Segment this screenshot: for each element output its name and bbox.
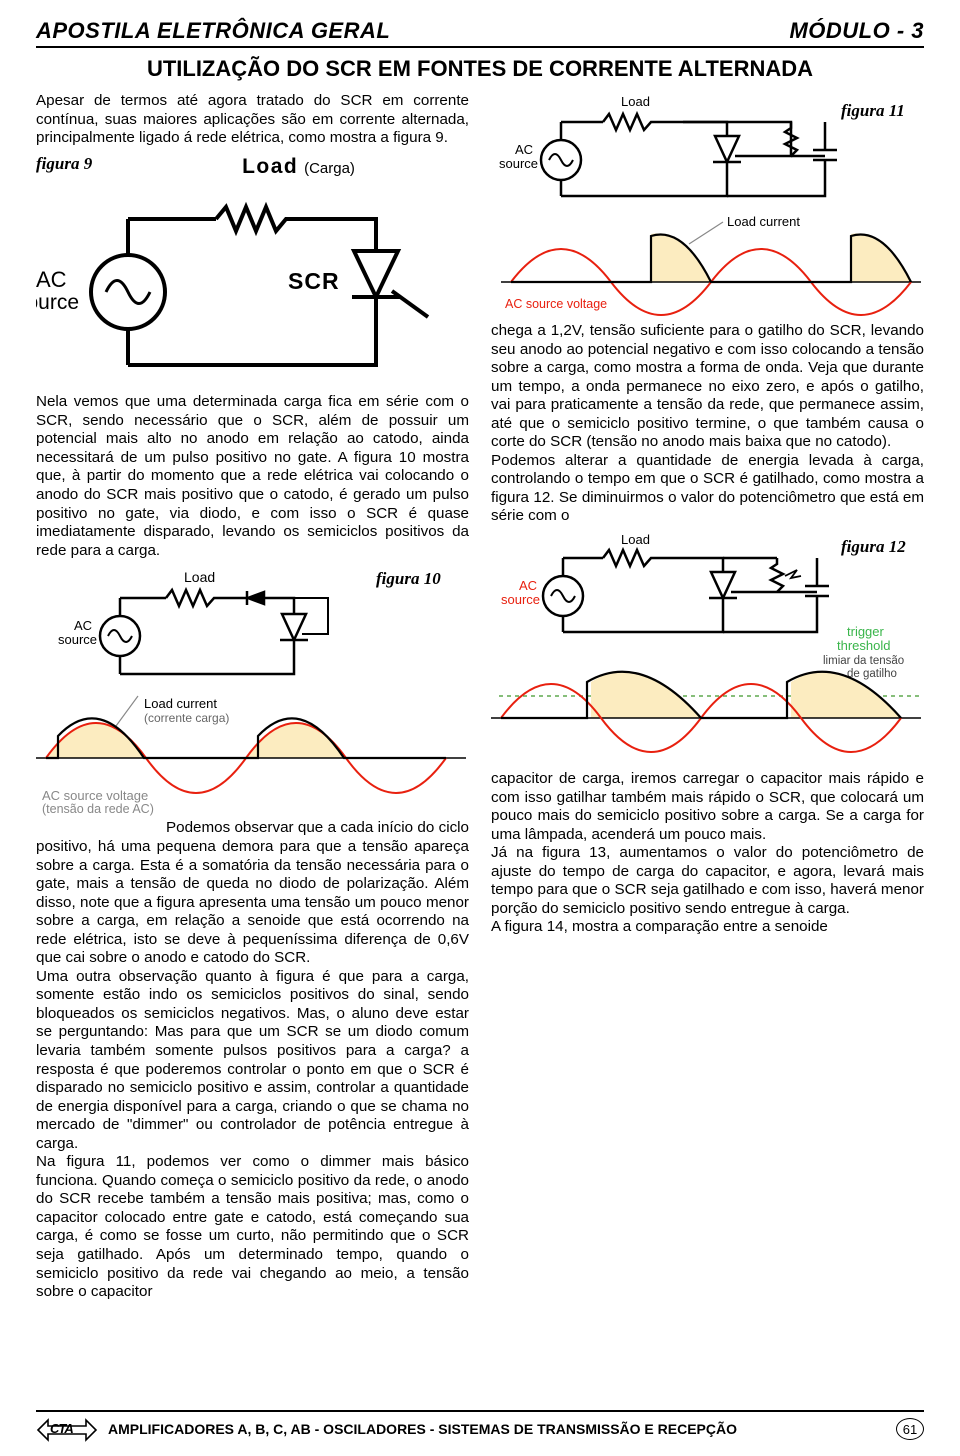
fig10-load: Load [184,569,215,585]
fig10-corrente: (corrente carga) [144,711,229,725]
para-5b: Podemos alterar a quantidade de energia … [491,452,924,526]
para-2: Nela vemos que uma determinada carga fic… [36,393,469,560]
fig12-trig: trigger [847,624,885,639]
header-left: APOSTILA ELETRÔNICA GERAL [36,18,390,44]
para-6c: A figura 14, mostra a comparação entre a… [491,918,924,937]
para-4: Na figura 11, podemos ver como o dimmer … [36,1153,469,1301]
fig12-load: Load [621,532,650,547]
para-3b: Uma outra observação quanto à figura é q… [36,968,469,1153]
para-3a: Podemos observar que a cada início do ci… [36,819,469,967]
para-6b: Já na figura 13, aumentamos o valor do p… [491,844,924,918]
fig9-label: figura 9 [36,154,128,175]
svg-text:CTA: CTA [50,1421,73,1436]
fig10-acv: AC source voltage [42,788,148,803]
fig9-scr: SCR [288,268,340,294]
fig11-load: Load [621,94,650,109]
fig10-tensao: (tensão da rede AC) [42,802,469,817]
section-title: UTILIZAÇÃO DO SCR EM FONTES DE CORRENTE … [36,56,924,82]
fig11-acv: AC source voltage [505,297,607,311]
page-number: 61 [896,1418,924,1440]
para-5a: chega a 1,2V, tensão suficiente para o g… [491,322,924,452]
fig9-load: Load [242,155,298,178]
para-1: Apesar de termos até agora tratado do SC… [36,92,469,148]
fig10-loadcurrent: Load current [144,696,217,711]
page-footer: CTA AMPLIFICADORES A, B, C, AB - OSCILAD… [36,1410,924,1442]
page-header: APOSTILA ELETRÔNICA GERAL MÓDULO - 3 [36,18,924,48]
figure-11: figura 11 Load [491,92,924,322]
fig12-svg-icon: figura 12 Load [491,532,921,770]
fig10-ac: AC [74,618,92,633]
fig11-svg-icon: figura 11 Load [491,92,921,322]
fig10-source: source [58,632,97,647]
fig9-ac: AC [36,267,67,292]
fig12-src: source [501,592,540,607]
fig11-lc: Load current [727,214,800,229]
figure-9: figura 9 Load (Carga) [36,154,469,390]
fig11-label: figura 11 [841,101,905,120]
fig9-circuit-icon: AC source SCR [36,179,456,389]
fig9-carga: (Carga) [304,160,355,177]
footer-text: AMPLIFICADORES A, B, C, AB - OSCILADORES… [108,1421,886,1437]
fig12-lim: limiar da tensão [823,655,904,667]
fig11-src: source [499,156,538,171]
logo-icon: CTA [36,1416,98,1442]
para-6a: capacitor de carga, iremos carregar o ca… [491,770,924,844]
fig10-svg-icon: figura 10 Load AC source [36,568,466,808]
body-columns: Apesar de termos até agora tratado do SC… [36,92,924,1372]
figure-10: figura 10 Load AC source [36,568,469,817]
fig11-ac: AC [515,142,533,157]
fig12-gat: de gatilho [847,668,897,680]
fig12-thr: threshold [837,638,890,653]
fig12-label: figura 12 [841,537,906,556]
para-3a-text: Podemos observar que a cada início do ci… [36,819,469,966]
fig12-ac: AC [519,578,537,593]
header-right: MÓDULO - 3 [789,18,924,44]
figure-12: figura 12 Load [491,532,924,770]
fig10-label: figura 10 [376,569,441,588]
fig9-source: source [36,291,79,314]
